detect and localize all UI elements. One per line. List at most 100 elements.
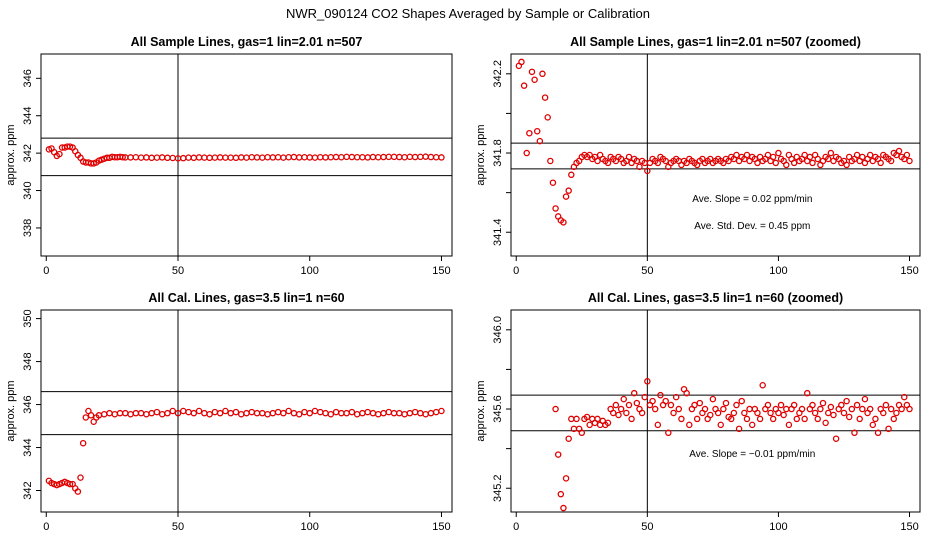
data-point [406,153,414,161]
data-point [568,415,575,423]
data-point [253,409,261,417]
data-point [806,153,814,161]
data-point [164,154,171,162]
data-point [769,153,777,161]
data-point [620,395,627,403]
data-point [819,399,827,407]
data-point [630,389,638,397]
data-point [772,159,780,167]
data-point [843,161,850,169]
data-point [822,419,829,427]
data-point [195,407,203,415]
data-point [290,153,298,161]
data-point [216,409,224,417]
data-point [180,154,187,162]
data-point [780,411,787,419]
data-point [211,154,219,161]
y-tick-label: 341.4 [492,218,504,246]
data-point [285,407,292,415]
y-tick-label: 348 [22,352,34,370]
x-tick-label: 100 [301,521,319,533]
data-point [714,409,722,417]
data-point [216,154,224,161]
data-point [364,408,371,416]
x-tick-label: 0 [513,521,519,533]
data-point [623,409,630,417]
data-point [811,409,819,417]
data-point [100,410,108,418]
y-tick-label: 341.8 [492,139,504,167]
data-point [612,401,620,409]
data-point [520,82,528,89]
x-tick-label: 50 [172,265,184,277]
data-point [738,397,745,405]
data-point [769,415,777,423]
data-point [427,153,435,161]
plot-frame [40,53,453,257]
data-point [872,415,879,423]
data-point [137,409,145,417]
data-point [385,408,393,416]
data-point [906,157,913,165]
data-point [169,407,176,415]
data-point [269,409,277,417]
data-series [515,58,913,226]
data-point [667,401,675,409]
data-point [295,410,303,418]
data-point [332,408,340,416]
data-point [432,408,440,416]
data-point [743,415,751,423]
data-point [562,475,570,482]
data-point [743,151,751,159]
data-point [615,411,622,419]
data-point [417,153,424,161]
data-point [814,155,822,163]
data-point [594,415,601,423]
data-point [654,159,662,167]
data-point [66,480,74,488]
data-point [185,154,192,161]
data-point [127,410,134,418]
x-tick-label: 100 [301,265,319,277]
data-point [730,409,738,417]
data-point [232,408,240,416]
data-point [343,153,350,161]
stat-annotation: Ave. Std. Dev. = 0.45 ppm [694,221,810,232]
data-point [327,153,335,161]
data-point [817,405,824,413]
data-point [741,409,748,417]
chart-title: All Sample Lines, gas=1 lin=2.01 n=507 [131,35,363,49]
data-point [887,157,895,165]
data-point [82,414,90,421]
y-axis-label: approx. ppm [475,124,487,185]
data-point [148,154,155,162]
data-point [544,114,551,121]
data-point [874,429,882,437]
data-point [845,413,853,421]
data-point [280,409,287,417]
data-point [222,407,229,415]
data-point [201,409,208,417]
data-point [861,395,869,403]
data-point [541,94,549,101]
data-point [727,415,735,423]
data-point [211,408,219,416]
data-point [417,409,424,417]
chart-panel-1: All Sample Lines, gas=1 lin=2.01 n=507 0 5… [5,35,453,277]
data-point [644,378,651,385]
data-point [438,154,445,161]
data-point [662,157,669,165]
data-point [890,415,898,423]
chart-panel-2: All Sample Lines, gas=1 lin=2.01 n=507 (… [475,35,921,277]
data-point [158,410,166,418]
data-point [901,393,908,401]
data-point [259,409,266,417]
data-point [798,405,806,413]
data-point [678,415,685,423]
data-point [338,153,345,161]
x-tick-label: 50 [641,521,653,533]
data-point [683,389,690,397]
plot-frame [40,309,453,513]
data-point [701,405,709,413]
data-point [164,409,171,417]
